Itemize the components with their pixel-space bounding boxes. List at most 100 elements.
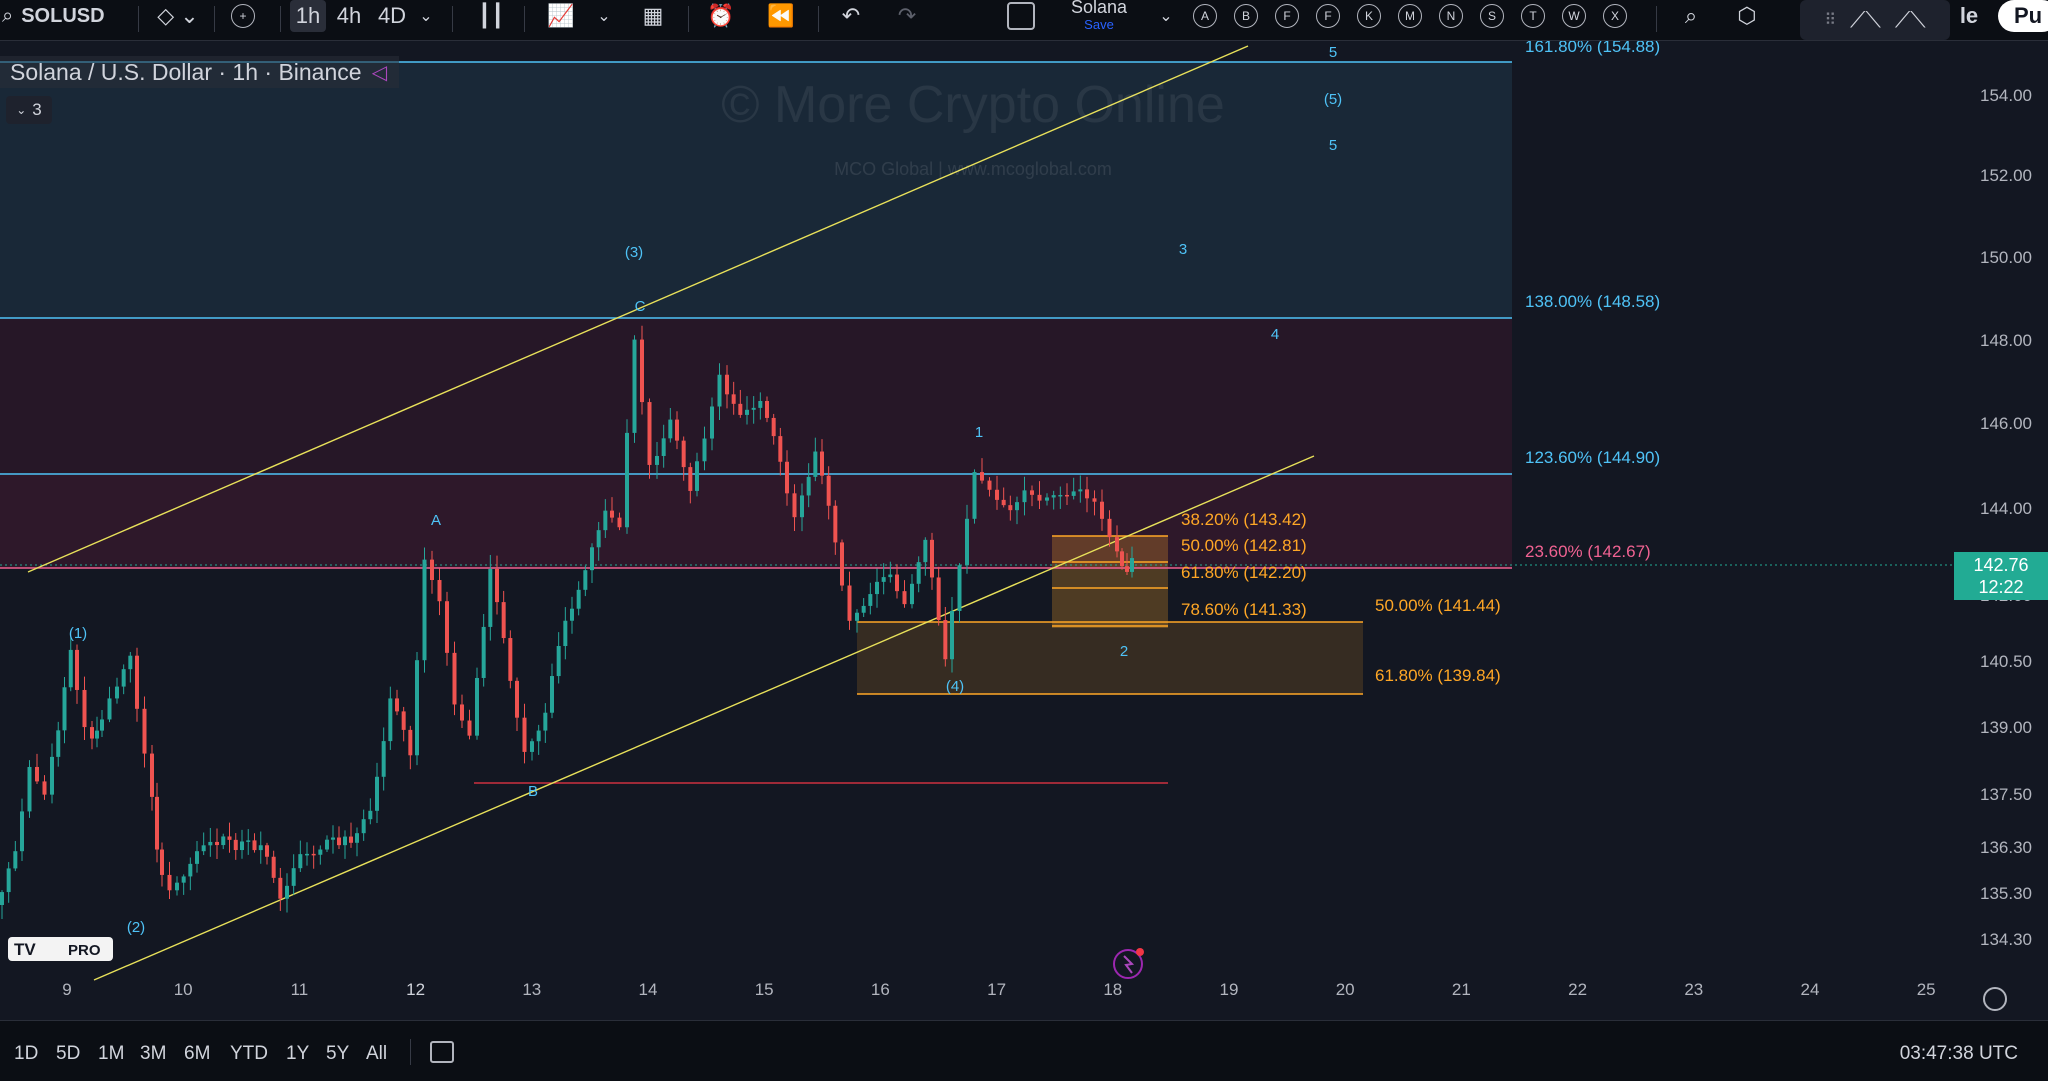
quick-search-icon[interactable]: ⌕: [1684, 3, 1698, 28]
timeframe-chevron-down-icon[interactable]: ⌄: [419, 8, 433, 25]
range-button-5y[interactable]: 5Y: [326, 1043, 350, 1064]
range-button-3m[interactable]: 3M: [140, 1043, 167, 1064]
candle-body: [75, 649, 79, 690]
range-button-all[interactable]: All: [366, 1043, 388, 1064]
candle-body: [943, 620, 948, 660]
time-axis-label: 14: [638, 980, 658, 999]
candle-body: [965, 518, 969, 566]
chart-settings-gear-icon[interactable]: [1983, 987, 2007, 1011]
indicators-chevron-down-icon[interactable]: ⌄: [597, 8, 611, 25]
candle-body: [437, 580, 442, 602]
candle-body: [1001, 499, 1006, 506]
letter-button-k[interactable]: K: [1356, 0, 1382, 32]
symbol-label: SOLUSD: [21, 4, 105, 27]
date-range-calendar-icon[interactable]: [430, 1041, 454, 1063]
wave-label-3-minor: 3: [1179, 241, 1187, 258]
publish-button[interactable]: Pu: [1998, 0, 2048, 32]
candle-body: [142, 708, 147, 754]
candle-body: [950, 610, 954, 660]
candle-body: [847, 585, 852, 621]
trade-button-partial[interactable]: le: [1959, 3, 1979, 28]
pattern-tool-icon[interactable]: ⟋⟍: [1850, 7, 1881, 32]
letter-button-f2[interactable]: F: [1315, 0, 1341, 32]
time-axis-label: 25: [1916, 980, 1936, 999]
redo-icon[interactable]: ↷: [897, 3, 917, 28]
utc-clock[interactable]: 03:47:38 UTC: [1899, 1043, 2018, 1064]
compare-add-button[interactable]: +: [226, 0, 260, 32]
candle-body: [422, 559, 427, 661]
candle-style-icon[interactable]: ┃┃: [477, 3, 505, 28]
fib-zone-upper: [0, 62, 1512, 318]
candle-body: [150, 753, 154, 797]
range-button-1y[interactable]: 1Y: [286, 1043, 310, 1064]
candle-body: [318, 849, 323, 855]
range-button-ytd[interactable]: YTD: [230, 1043, 268, 1064]
layout-name-button[interactable]: Solana Save: [1050, 0, 1148, 32]
candle-body: [6, 868, 11, 893]
letter-button-x[interactable]: X: [1602, 0, 1628, 32]
letter-button-b[interactable]: B: [1233, 0, 1259, 32]
candle-body: [208, 841, 213, 846]
timeframe-4h[interactable]: 4h: [336, 3, 362, 28]
fib-zone-lower: [0, 474, 1512, 568]
price-axis[interactable]: 154.00 152.00 150.00 148.00 146.00 144.00 142.…: [1900, 40, 2048, 980]
settings-icon[interactable]: ⬡: [1737, 3, 1757, 28]
candle-body: [258, 845, 263, 851]
time-axis-label: 10: [173, 980, 193, 999]
wave-label-1-major: (1): [69, 625, 87, 642]
chart-legend[interactable]: Solana / U.S. Dollar · 1h · Binance ◁: [0, 56, 399, 88]
letter-button-w[interactable]: W: [1561, 0, 1587, 32]
assistant-icon[interactable]: [1113, 948, 1144, 979]
logo-pro-label: PRO: [68, 942, 101, 959]
candle-body: [972, 472, 977, 519]
range-button-1m[interactable]: 1M: [98, 1043, 125, 1064]
alert-icon[interactable]: ⏰: [707, 3, 735, 28]
candle-body: [617, 517, 622, 528]
pattern-tool-alt-icon[interactable]: ⟋⟍: [1894, 7, 1926, 32]
wave-label-2-major: (2): [127, 919, 145, 936]
drag-handle-icon[interactable]: ⠿: [1824, 12, 1837, 29]
letter-button-a[interactable]: A: [1192, 0, 1218, 32]
letter-button-f1[interactable]: F: [1274, 0, 1300, 32]
time-axis[interactable]: 9 10 11 12 13 14 15 16 17 18 19 20 21 22 23 24 25: [0, 980, 2048, 1006]
range-button-1d[interactable]: 1D: [14, 1043, 39, 1064]
price-axis-label: 150.00: [1980, 248, 2032, 267]
letter-button-t[interactable]: T: [1520, 0, 1546, 32]
candle-body: [188, 863, 193, 877]
toolbar-divider: [524, 6, 525, 32]
wave-label-2-minor: 2: [1120, 643, 1128, 660]
range-button-5d[interactable]: 5D: [56, 1043, 81, 1064]
floating-drawing-toolbar[interactable]: ⠿ ⟋⟍ ⟋⟍: [1800, 0, 1950, 40]
candle-body: [826, 475, 831, 506]
timeframe-4d[interactable]: 4D: [377, 3, 407, 28]
candle-body: [806, 476, 811, 496]
indicator-collapse-button[interactable]: ⌄ 3: [6, 96, 52, 124]
toolbar-divider: [214, 6, 215, 32]
undo-icon[interactable]: ↶: [841, 3, 861, 28]
diamond-icon[interactable]: ◇ ⌄: [157, 3, 199, 28]
candle-body: [1071, 491, 1076, 496]
candle-body: [305, 853, 309, 856]
range-button-6m[interactable]: 6M: [184, 1043, 211, 1064]
indicators-icon[interactable]: 📈: [547, 3, 575, 28]
letter-button-n[interactable]: N: [1438, 0, 1464, 32]
timeframe-1h[interactable]: 1h: [290, 0, 326, 32]
candle-body: [632, 339, 637, 433]
bar-countdown: 12:22: [1978, 577, 2024, 597]
toolbar-divider: [452, 6, 453, 32]
letter-button-m[interactable]: M: [1397, 0, 1423, 32]
candle-body: [936, 577, 941, 621]
letter-button-s[interactable]: S: [1479, 0, 1505, 32]
share-icon[interactable]: ◁: [371, 61, 387, 84]
layout-chevron-down-icon[interactable]: ⌄: [1159, 8, 1173, 25]
layout-square-icon[interactable]: [1004, 0, 1038, 32]
candle-body: [995, 489, 999, 500]
candle-body: [298, 854, 303, 869]
layout-grid-icon[interactable]: ▦: [642, 3, 664, 28]
symbol-search-button[interactable]: ⌕ SOLUSD: [2, 0, 132, 32]
candle-body: [800, 495, 804, 518]
price-axis-label: 134.30: [1980, 930, 2032, 949]
candle-body: [278, 877, 283, 899]
replay-icon[interactable]: ⏪: [767, 3, 795, 28]
price-chart[interactable]: 161.80% (154.88) 138.00% (148.58) 123.60…: [0, 40, 2048, 995]
